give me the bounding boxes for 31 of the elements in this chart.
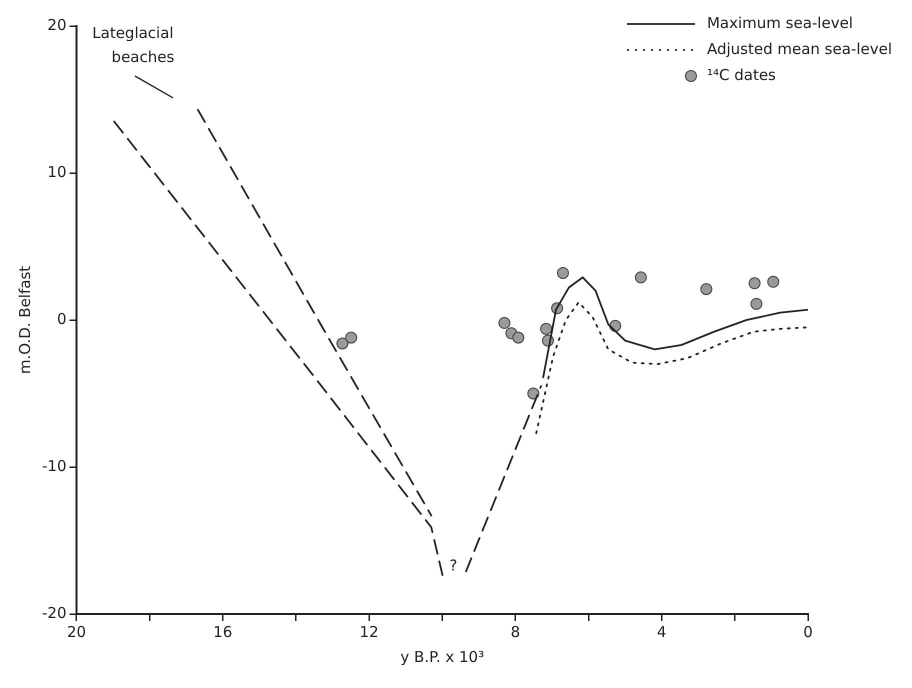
point [767, 276, 780, 288]
x-tick-label: 12 [360, 622, 379, 641]
point [512, 332, 524, 344]
x-tick-label: 20 [66, 622, 86, 641]
y-tick-label: 0 [56, 310, 66, 328]
point [540, 322, 552, 335]
point [498, 316, 510, 329]
y-axis-title: m.O.D. Belfast [16, 266, 34, 374]
point [634, 271, 647, 284]
y-tick-label: 20 [47, 16, 66, 34]
x-tick-label: 16 [213, 622, 232, 641]
x-tick-label: 4 [656, 622, 666, 641]
point [336, 338, 348, 350]
x-axis-title: y B.P. x 10³ [400, 648, 484, 666]
line-series [535, 301, 808, 434]
annotation: ? [449, 556, 458, 575]
legend-label: Maximum sea-level [706, 14, 853, 32]
x-tick-label: 0 [803, 622, 813, 641]
point [700, 283, 712, 296]
point [527, 388, 540, 400]
y-tick-label: 10 [47, 162, 66, 181]
y-tick-label: -10 [42, 456, 66, 475]
point [750, 298, 762, 310]
point [345, 332, 358, 344]
legend-label: ¹⁴C dates [706, 66, 776, 84]
x-tick-label: 8 [510, 622, 520, 641]
y-tick-label: -20 [42, 604, 66, 622]
legend-label: Adjusted mean sea-level [706, 40, 892, 58]
annotation: Lateglacial beaches [92, 24, 174, 66]
point [748, 277, 761, 290]
point [556, 266, 569, 279]
